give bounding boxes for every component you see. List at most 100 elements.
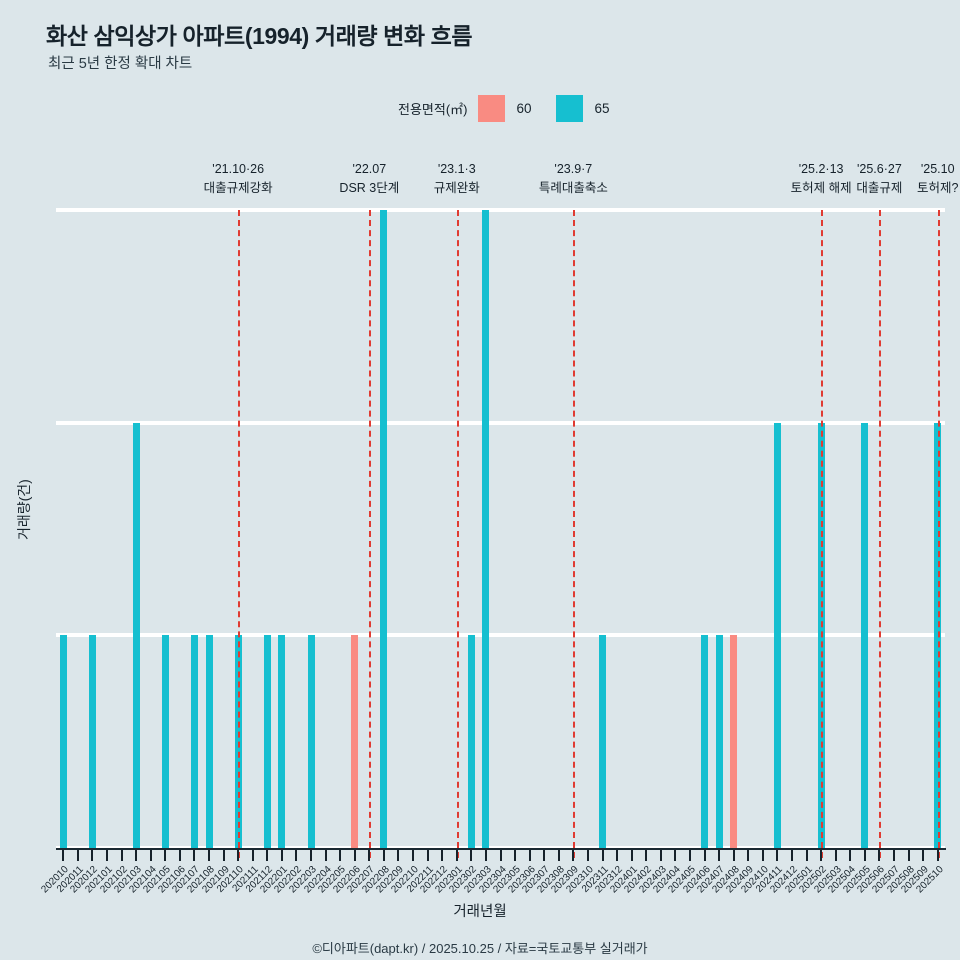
x-axis-tick-mark <box>412 850 415 861</box>
event-date: '23.9·7 <box>554 162 593 176</box>
x-axis-tick-mark <box>266 850 269 861</box>
bar[interactable] <box>351 635 359 848</box>
x-axis-tick-mark <box>91 850 94 861</box>
x-axis-tick-mark <box>718 850 721 861</box>
x-axis-tick-mark <box>528 850 531 861</box>
x-axis-tick-mark <box>120 850 123 861</box>
bar[interactable] <box>599 635 607 848</box>
x-axis-tick-mark <box>747 850 750 861</box>
event-text: 토허제? <box>916 180 959 195</box>
event-text: DSR 3단계 <box>339 180 400 195</box>
legend-swatch-60 <box>477 95 505 122</box>
x-axis-tick-mark <box>149 850 152 861</box>
legend-swatch-65 <box>555 95 583 122</box>
gridline <box>56 633 945 638</box>
bar[interactable] <box>482 210 490 848</box>
x-axis-line <box>56 848 946 850</box>
event-date: '21.10·26 <box>212 162 265 176</box>
x-axis-tick-mark <box>106 850 108 861</box>
x-axis-tick-mark <box>237 850 240 861</box>
x-axis-tick-mark <box>484 850 487 861</box>
event-date: '25.2·13 <box>798 162 844 176</box>
x-axis-tick-mark <box>834 850 837 861</box>
x-axis-tick-mark <box>659 850 662 861</box>
x-axis-tick-mark <box>630 850 633 861</box>
event-date: '25.10 <box>920 162 955 176</box>
event-line <box>879 210 882 858</box>
x-axis-tick-mark <box>470 850 473 861</box>
event-date: '22.07 <box>352 162 387 176</box>
event-line <box>456 210 459 858</box>
x-axis-tick-mark <box>368 850 371 861</box>
event-text: 특례대출축소 <box>538 180 608 195</box>
bar[interactable] <box>132 422 140 848</box>
x-axis-tick-mark <box>892 850 895 861</box>
bar[interactable] <box>190 635 198 848</box>
x-axis-tick-mark <box>310 850 313 861</box>
event-annotation: '25.6·27 대출규제 <box>856 162 902 196</box>
x-axis-tick-mark <box>878 850 881 861</box>
bar[interactable] <box>380 210 388 848</box>
bar[interactable] <box>59 635 67 848</box>
event-text: 대출규제강화 <box>203 180 273 195</box>
event-annotation: '25.2·13 토허제 해제 <box>791 162 852 196</box>
event-line <box>369 210 372 858</box>
bar[interactable] <box>161 635 169 848</box>
event-annotation: '21.10·26 대출규제강화 <box>204 162 273 196</box>
x-axis-tick-mark <box>353 850 356 861</box>
x-axis-title: 거래년월 <box>453 904 507 920</box>
legend-label-60: 60 <box>516 101 532 116</box>
bar[interactable] <box>278 635 286 848</box>
x-axis-tick-mark <box>820 850 823 861</box>
x-axis-tick-mark <box>776 850 779 861</box>
x-axis-tick-mark <box>572 850 575 861</box>
bar[interactable] <box>715 635 723 848</box>
x-axis-tick-mark <box>790 850 793 861</box>
x-axis-tick-mark <box>936 850 939 861</box>
x-axis-tick-mark <box>688 850 691 861</box>
bar[interactable] <box>307 635 315 848</box>
x-axis-tick-mark <box>62 850 65 861</box>
gridline <box>56 420 945 425</box>
event-date: '25.6·27 <box>857 162 902 176</box>
x-axis-tick-mark <box>907 850 910 861</box>
bar[interactable] <box>773 422 781 848</box>
event-date: '23.1·3 <box>437 162 476 176</box>
event-annotation: '22.07 DSR 3단계 <box>339 162 399 196</box>
legend-label-65: 65 <box>594 101 610 116</box>
x-axis-tick-mark <box>222 850 225 861</box>
x-axis-tick-mark <box>922 850 925 861</box>
event-line <box>937 210 940 858</box>
x-axis-tick-mark <box>426 850 429 861</box>
legend-item-65[interactable]: 65 <box>555 95 610 122</box>
bar[interactable] <box>205 635 213 848</box>
x-axis-tick-mark <box>645 850 648 861</box>
bar[interactable] <box>263 635 271 848</box>
bar[interactable] <box>467 635 475 848</box>
legend-title: 전용면적(㎡) <box>398 102 468 117</box>
bar[interactable] <box>730 635 738 848</box>
x-axis-tick-mark <box>586 850 589 861</box>
event-annotation: '23.9·7 특례대출축소 <box>539 162 608 196</box>
chart-credit: ©디아파트(dapt.kr) / 2025.10.25 / 자료=국토교통부 실… <box>312 941 648 956</box>
x-axis-tick-mark <box>557 850 560 861</box>
chart-legend: 전용면적(㎡) 60 65 <box>398 95 610 122</box>
page-title: 화산 삼익상가 아파트(1994) 거래량 변화 흐름 <box>46 23 473 49</box>
legend-item-60[interactable]: 60 <box>477 95 556 122</box>
x-axis-tick-mark <box>616 850 619 861</box>
bar[interactable] <box>701 635 709 848</box>
x-axis-tick-mark <box>397 850 400 861</box>
x-axis-tick-mark <box>601 850 604 861</box>
x-axis-tick-mark <box>674 850 677 861</box>
bar[interactable] <box>861 422 869 848</box>
x-axis-tick-mark <box>761 850 764 861</box>
event-line <box>238 210 241 858</box>
event-line <box>821 210 824 858</box>
x-axis-tick-mark <box>251 850 254 861</box>
x-axis-tick-mark <box>382 850 385 861</box>
event-text: 대출규제 <box>856 180 903 195</box>
x-axis-tick-mark <box>732 850 735 861</box>
x-axis-tick-mark <box>805 850 808 861</box>
bar[interactable] <box>88 635 96 848</box>
